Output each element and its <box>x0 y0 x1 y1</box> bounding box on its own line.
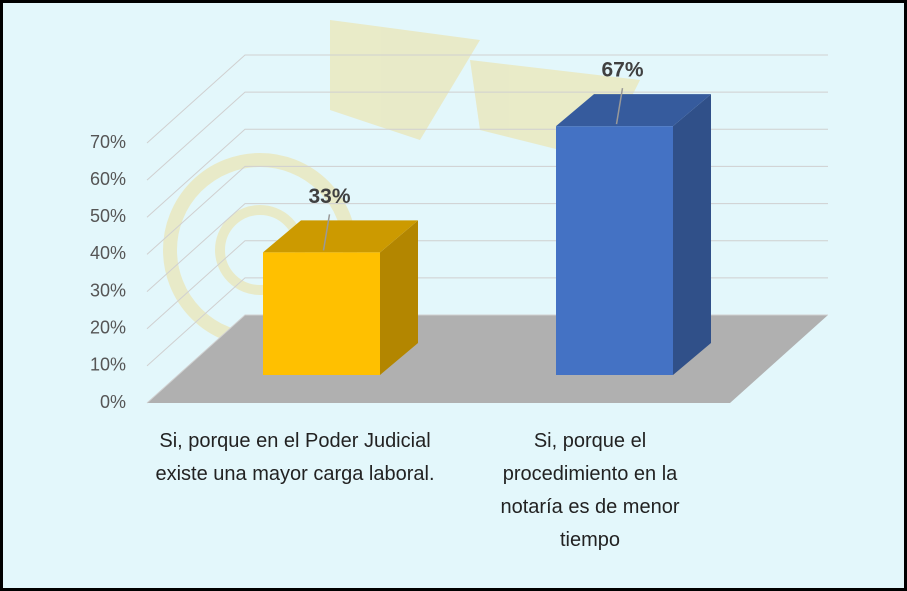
x-tick-label: Si, porque el procedimiento en la notarí… <box>500 430 680 551</box>
bar-top <box>556 94 711 127</box>
y-tick-label: 60% <box>90 169 126 189</box>
y-tick-label: 40% <box>90 243 126 263</box>
floor <box>147 315 828 403</box>
leader-line <box>322 214 331 251</box>
y-tick-label: 20% <box>90 317 126 337</box>
bar <box>556 126 673 376</box>
y-tick-label: 30% <box>90 280 126 300</box>
x-tick-label: Si, porque en el Poder Judicial existe u… <box>155 430 435 485</box>
value-label: 33% <box>308 185 350 208</box>
bar <box>263 252 380 375</box>
bar-side <box>673 94 711 376</box>
y-tick-label: 50% <box>90 206 126 226</box>
y-tick-label: 70% <box>90 132 126 152</box>
bar-side <box>380 220 418 375</box>
grid-line <box>146 203 828 292</box>
value-label: 67% <box>601 59 643 82</box>
grid-line <box>146 128 828 218</box>
leader-line <box>615 88 624 125</box>
y-tick-label: 0% <box>100 392 126 412</box>
y-tick-label: 10% <box>90 355 126 375</box>
grid-line <box>146 54 828 144</box>
bar-top <box>263 220 418 253</box>
grid-line <box>146 91 828 181</box>
